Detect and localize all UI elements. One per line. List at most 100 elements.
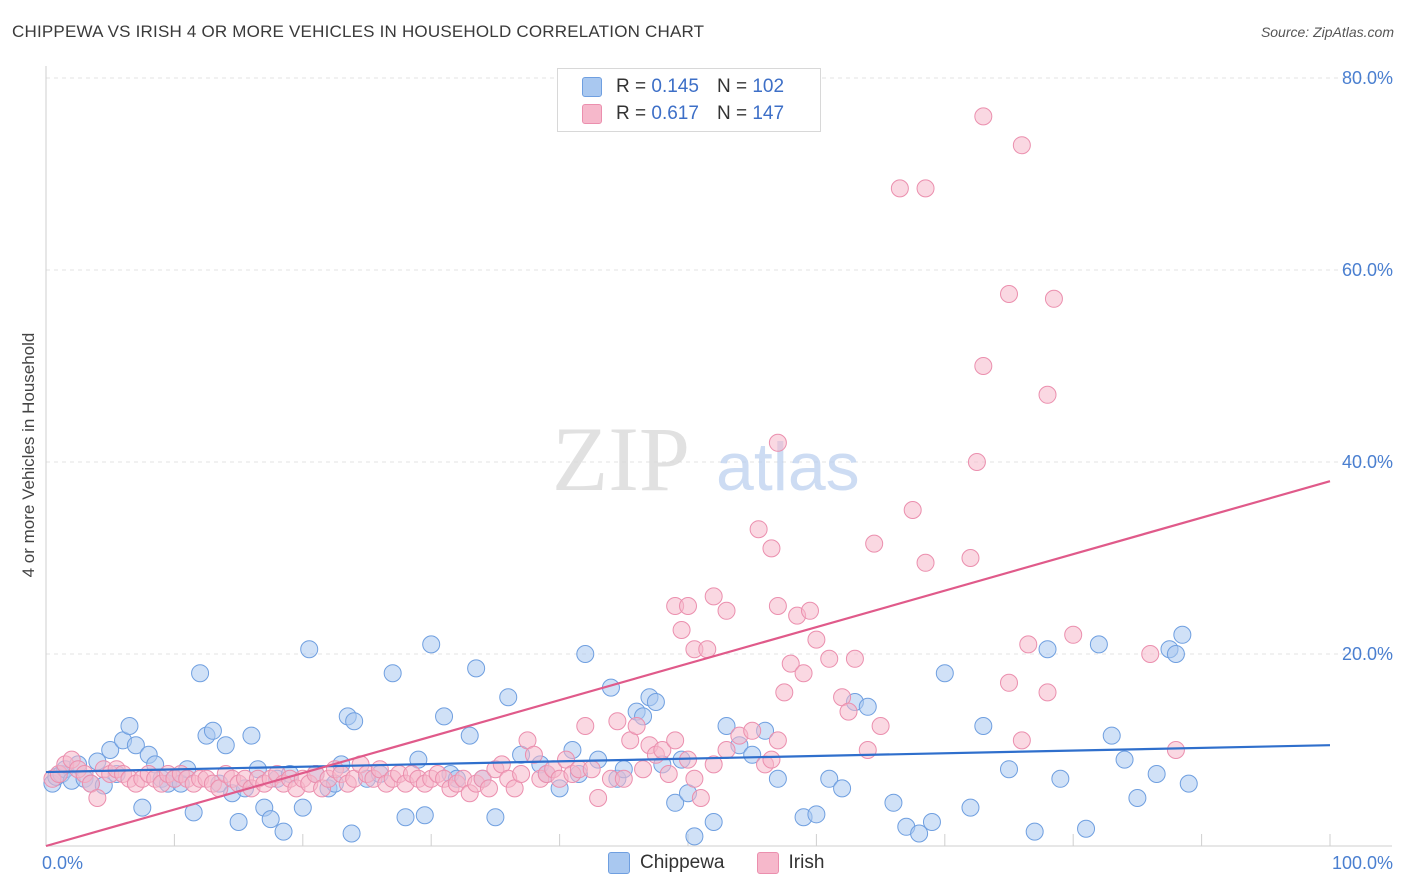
chippewa-point: [300, 640, 319, 659]
chippewa-point: [961, 798, 980, 817]
irish-point: [807, 630, 826, 649]
chippewa-point: [242, 726, 261, 745]
irish-point: [614, 769, 633, 788]
irish-point: [794, 664, 813, 683]
source-credit: Source: ZipAtlas.com: [1260, 24, 1394, 40]
watermark: ZIP atlas: [552, 408, 860, 510]
irish-point: [698, 640, 717, 659]
y-tick-label: 40.0%: [1342, 452, 1393, 472]
tick-labels: 20.0% 40.0% 60.0% 80.0% 0.0% 100.0%: [42, 68, 1393, 873]
y-tick-label: 60.0%: [1342, 260, 1393, 280]
chippewa-point: [1077, 819, 1096, 838]
chippewa-point: [133, 798, 152, 817]
chippewa-point: [884, 793, 903, 812]
irish-point: [762, 539, 781, 558]
chippewa-point: [216, 736, 235, 755]
chippewa-point: [274, 822, 293, 841]
legend-row-chippewa: R = 0.145 N = 102: [582, 75, 784, 99]
irish-point: [1038, 683, 1057, 702]
irish-point: [762, 750, 781, 769]
irish-trend-line: [45, 480, 1331, 848]
chippewa-point: [807, 805, 826, 824]
irish-point: [582, 760, 601, 779]
irish-point: [634, 760, 653, 779]
chippewa-point: [685, 827, 704, 846]
irish-point: [768, 731, 787, 750]
irish-point: [916, 553, 935, 572]
chippewa-point: [858, 697, 877, 716]
irish-point: [717, 601, 736, 620]
chippewa-point: [717, 717, 736, 735]
legend-n-label: N =: [716, 103, 748, 124]
chippewa-point: [1166, 645, 1185, 663]
bottom-legend-label-chippewa: Chippewa: [640, 852, 725, 873]
irish-point: [967, 453, 986, 471]
irish-point: [1012, 731, 1031, 750]
irish-point: [768, 433, 787, 452]
axis-layer: [45, 66, 1392, 847]
irish-point: [659, 765, 678, 783]
irish-point: [800, 601, 819, 620]
irish-point: [749, 520, 768, 539]
chippewa-point: [1179, 774, 1198, 793]
y-axis-label: 4 or more Vehicles in Household: [19, 333, 38, 578]
irish-point: [685, 769, 704, 788]
irish-point: [524, 745, 543, 764]
irish-point: [781, 654, 800, 673]
irish-point: [768, 597, 787, 615]
chippewa-point: [1000, 760, 1018, 779]
chippewa-point: [1051, 769, 1070, 788]
irish-point: [743, 721, 762, 740]
legend-n-value: 102: [752, 76, 785, 97]
chippewa-point: [435, 707, 454, 726]
chippewa-point: [486, 808, 505, 827]
irish-point: [1012, 136, 1031, 155]
chippewa-point: [422, 635, 441, 654]
irish-point: [1141, 645, 1160, 663]
chippewa-point: [383, 664, 402, 683]
chippewa-point: [743, 745, 762, 764]
chippewa-point: [229, 813, 248, 831]
chippewa-point: [666, 793, 685, 812]
irish-point: [820, 649, 839, 668]
chippewa-point: [1147, 765, 1166, 783]
chippewa-point: [1115, 750, 1134, 769]
irish-point: [679, 597, 697, 615]
bottom-legend-swatch-irish: [756, 852, 779, 874]
irish-point: [871, 717, 890, 735]
legend-swatch-irish: [582, 104, 602, 124]
x-tick-label: 100.0%: [1332, 853, 1393, 873]
bottom-legend-swatch-chippewa: [608, 852, 630, 874]
irish-point: [916, 179, 935, 198]
chippewa-point: [935, 664, 954, 683]
irish-point: [666, 731, 685, 750]
irish-point: [1019, 635, 1038, 654]
irish-point: [974, 357, 993, 375]
irish-point: [1064, 625, 1083, 644]
chippewa-point: [396, 808, 415, 827]
chippewa-point: [460, 726, 479, 745]
chippewa-point: [1038, 640, 1057, 659]
irish-point: [704, 587, 723, 606]
legend-row-irish: R = 0.617 N = 147: [582, 102, 784, 126]
irish-point: [1166, 741, 1185, 759]
irish-point: [1000, 673, 1018, 692]
chippewa-point: [191, 664, 210, 683]
chart-title: CHIPPEWA VS IRISH 4 OR MORE VEHICLES IN …: [12, 22, 705, 41]
chippewa-point: [922, 813, 941, 831]
chippewa-point: [342, 824, 361, 843]
irish-point: [512, 765, 531, 783]
bottom-legend-irish: Irish: [756, 852, 824, 874]
chippewa-point: [833, 779, 852, 798]
chippewa-point: [768, 769, 787, 788]
legend-n-value: 147: [752, 103, 785, 124]
chippewa-point: [467, 659, 486, 678]
irish-point: [903, 501, 922, 519]
chippewa-point: [1025, 822, 1044, 841]
irish-point: [479, 779, 498, 798]
irish-point: [775, 683, 794, 702]
irish-point: [627, 717, 646, 735]
irish-point: [608, 712, 627, 731]
chippewa-point: [261, 810, 280, 829]
